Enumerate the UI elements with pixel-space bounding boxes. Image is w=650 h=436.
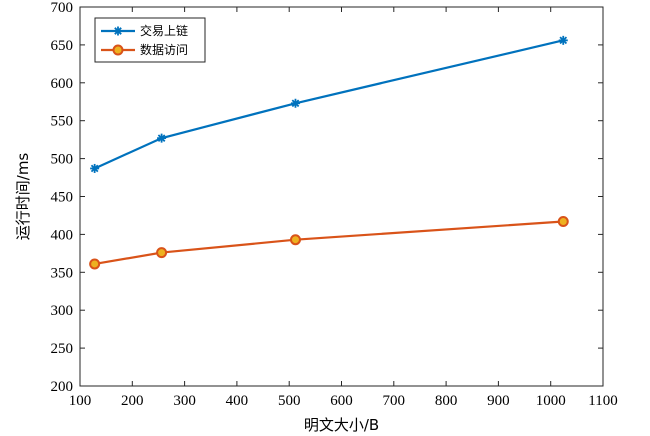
x-tick-label: 700 [383,393,406,409]
x-tick-label: 500 [278,393,301,409]
x-tick-label: 300 [173,393,196,409]
data-point [557,216,569,228]
axis-ticks [79,6,604,387]
data-point [90,163,100,173]
asterisk-stroke [559,36,568,45]
data-point [156,247,168,259]
series-line [94,39,564,170]
y-axis-label: 运行时间/ms [14,153,32,241]
data-point [558,35,568,45]
y-tick-label: 600 [51,76,74,92]
legend-item: 数据访问 [101,42,188,57]
data-point [113,26,123,36]
x-tick-label: 1100 [588,393,617,409]
x-tick-label: 400 [226,393,249,409]
y-tick-label: 400 [51,227,74,243]
y-tick-label: 450 [51,190,74,206]
asterisk-stroke [114,27,122,35]
series-line [94,220,564,266]
asterisk-stroke [291,99,300,108]
y-tick-label: 200 [51,379,74,395]
x-tick-label: 800 [435,393,458,409]
data-point [290,98,300,108]
data-point [157,133,167,143]
y-tick-label: 650 [51,38,74,54]
legend-box [94,17,206,63]
data-point [289,234,301,246]
series-2 [89,216,569,270]
x-tick-label: 1000 [536,393,566,409]
plot-area [79,6,604,387]
y-tick-label: 300 [51,303,74,319]
series-1 [90,35,568,173]
x-axis-label: 明文大小/B [304,416,379,434]
y-tick-label: 500 [51,152,74,168]
data-point [112,44,124,56]
plot-frame [79,6,604,387]
y-tick-label: 550 [51,114,74,130]
tick-labels: 100 200 300 400 500 600 700 800 900 1000 110020025… [51,0,618,409]
asterisk-stroke [90,164,99,173]
series-layer [89,35,569,270]
x-tick-label: 100 [69,393,92,409]
y-tick-label: 350 [51,265,74,281]
legend-label: 交易上链 [140,23,188,38]
x-tick-label: 200 [121,393,144,409]
x-tick-label: 600 [330,393,353,409]
legend-item: 交易上链 [101,23,188,38]
asterisk-stroke [157,134,166,142]
legend-label: 数据访问 [140,42,188,57]
data-point [89,258,101,270]
y-tick-label: 700 [51,0,74,16]
x-tick-label: 900 [487,393,510,409]
y-tick-label: 250 [51,341,74,357]
